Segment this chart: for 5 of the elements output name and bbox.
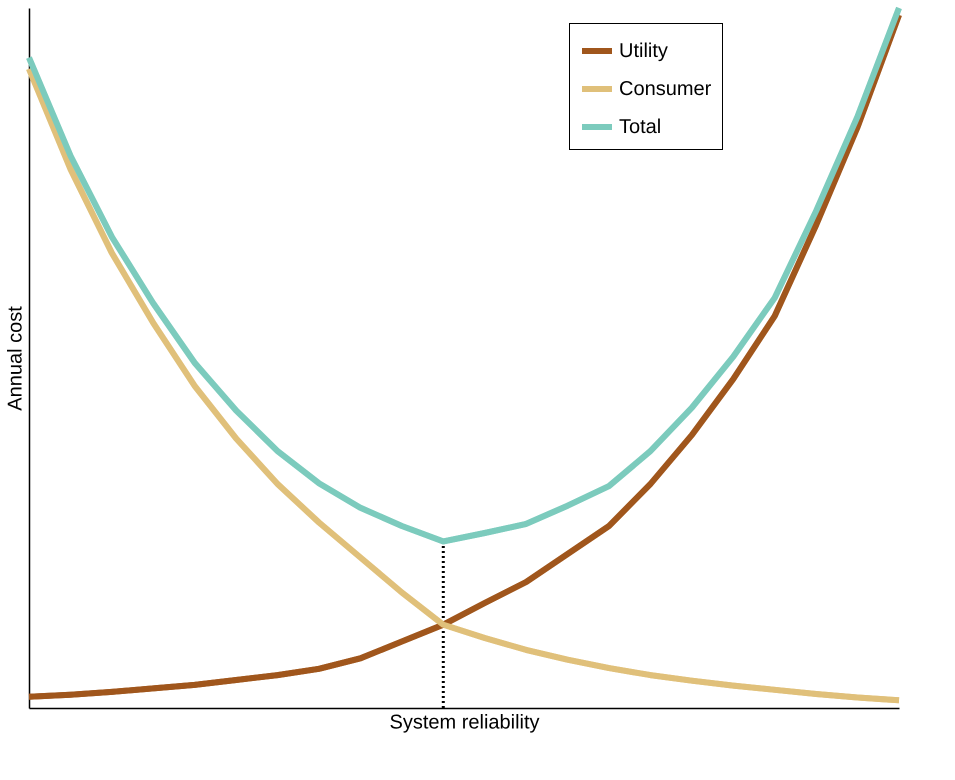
legend-label: Consumer — [619, 78, 712, 100]
legend-label: Utility — [619, 40, 668, 62]
x-axis-title: System reliability — [389, 712, 540, 734]
legend-label: Total — [619, 116, 662, 138]
y-axis-title: Annual cost — [4, 306, 26, 411]
